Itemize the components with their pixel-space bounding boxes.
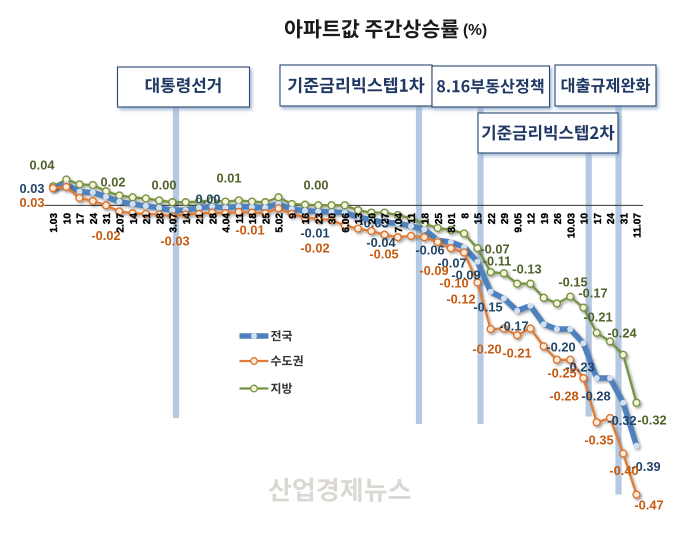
svg-text:6.06: 6.06: [341, 213, 352, 233]
svg-text:28: 28: [208, 213, 219, 225]
svg-text:2.07: 2.07: [116, 213, 127, 233]
svg-text:21: 21: [142, 213, 153, 225]
svg-text:18: 18: [248, 213, 259, 225]
svg-text:-0.20: -0.20: [472, 341, 501, 356]
svg-text:23: 23: [314, 213, 325, 225]
svg-text:0.00: 0.00: [304, 177, 329, 192]
svg-text:13: 13: [354, 213, 365, 225]
svg-text:-0.32: -0.32: [637, 412, 666, 427]
svg-text:1.03: 1.03: [49, 213, 60, 233]
svg-text:9.05: 9.05: [513, 213, 524, 233]
svg-text:-0.25: -0.25: [547, 365, 576, 380]
svg-text:0.00: 0.00: [196, 191, 221, 206]
svg-text:26: 26: [553, 213, 564, 225]
svg-text:-0.05: -0.05: [369, 246, 398, 261]
svg-text:-0.01: -0.01: [235, 222, 264, 237]
svg-text:-0.02: -0.02: [300, 240, 329, 255]
svg-text:18: 18: [421, 213, 432, 225]
svg-text:-0.40: -0.40: [609, 463, 638, 478]
svg-text:-0.20: -0.20: [546, 339, 575, 354]
svg-text:10: 10: [580, 213, 591, 225]
svg-text:22: 22: [487, 213, 498, 225]
svg-text:-0.39: -0.39: [631, 459, 660, 474]
svg-text:-0.13: -0.13: [512, 261, 541, 276]
svg-text:0.03: 0.03: [20, 195, 45, 210]
svg-text:(%): (%): [463, 22, 487, 39]
svg-text:-0.10: -0.10: [439, 275, 468, 290]
svg-text:3.07: 3.07: [169, 213, 180, 233]
svg-text:-0.09: -0.09: [419, 263, 448, 278]
svg-text:-0.15: -0.15: [558, 274, 587, 289]
svg-text:-0.21: -0.21: [502, 345, 531, 360]
svg-text:0.03: 0.03: [20, 181, 45, 196]
svg-text:20: 20: [368, 213, 379, 225]
svg-text:-0.09: -0.09: [451, 267, 480, 282]
svg-text:0.02: 0.02: [101, 174, 126, 189]
svg-text:30: 30: [328, 213, 339, 225]
svg-text:-0.28: -0.28: [549, 388, 578, 403]
svg-text:0.01: 0.01: [217, 170, 242, 185]
svg-text:-0.17: -0.17: [578, 285, 607, 300]
svg-text:14: 14: [129, 213, 140, 225]
svg-text:14: 14: [182, 213, 193, 225]
svg-text:7.04: 7.04: [394, 213, 405, 233]
svg-text:-0.15: -0.15: [473, 299, 502, 314]
svg-text:31: 31: [619, 213, 630, 225]
svg-text:15: 15: [474, 213, 485, 225]
svg-text:17: 17: [76, 213, 87, 225]
svg-text:-0.47: -0.47: [634, 497, 663, 512]
svg-text:10: 10: [63, 213, 74, 225]
svg-text:-0.02: -0.02: [91, 228, 120, 243]
svg-text:0.04: 0.04: [30, 157, 56, 172]
svg-text:25: 25: [261, 213, 272, 225]
svg-text:-0.04: -0.04: [366, 235, 396, 250]
svg-text:11: 11: [407, 213, 418, 224]
svg-text:10.03: 10.03: [566, 213, 577, 239]
svg-text:-0.28: -0.28: [581, 388, 610, 403]
svg-text:28: 28: [155, 213, 166, 225]
svg-text:21: 21: [195, 213, 206, 225]
svg-text:9: 9: [288, 213, 299, 219]
svg-text:11.07: 11.07: [633, 213, 644, 238]
svg-text:-0.07: -0.07: [437, 255, 466, 270]
svg-text:24: 24: [606, 213, 617, 225]
svg-text:-0.17: -0.17: [499, 318, 528, 333]
svg-text:25: 25: [434, 213, 445, 225]
svg-text:-0.11: -0.11: [483, 253, 511, 268]
svg-text:-0.01: -0.01: [300, 225, 329, 240]
svg-text:17: 17: [593, 213, 604, 225]
svg-text:24: 24: [89, 213, 100, 225]
svg-text:-0.23: -0.23: [565, 359, 594, 374]
svg-text:-0.21: -0.21: [583, 309, 612, 324]
svg-text:19: 19: [540, 213, 551, 225]
svg-text:-0.32: -0.32: [607, 413, 636, 428]
svg-text:-0.12: -0.12: [446, 291, 475, 306]
svg-text:4.04: 4.04: [222, 213, 233, 233]
svg-text:16: 16: [301, 213, 312, 225]
svg-text:-0.03: -0.03: [160, 233, 189, 248]
svg-text:11: 11: [235, 213, 246, 224]
svg-text:27: 27: [381, 213, 392, 225]
svg-text:5.02: 5.02: [275, 213, 286, 233]
svg-text:-0.06: -0.06: [415, 242, 444, 257]
svg-text:31: 31: [102, 213, 113, 225]
svg-text:0.00: 0.00: [152, 177, 177, 192]
svg-text:29: 29: [500, 213, 511, 225]
svg-text:-0.07: -0.07: [480, 241, 509, 256]
svg-text:12: 12: [527, 213, 538, 225]
svg-text:8: 8: [460, 213, 471, 219]
svg-text:8.01: 8.01: [447, 213, 458, 233]
svg-text:-0.24: -0.24: [607, 325, 637, 340]
svg-text:-0.35: -0.35: [584, 432, 613, 447]
